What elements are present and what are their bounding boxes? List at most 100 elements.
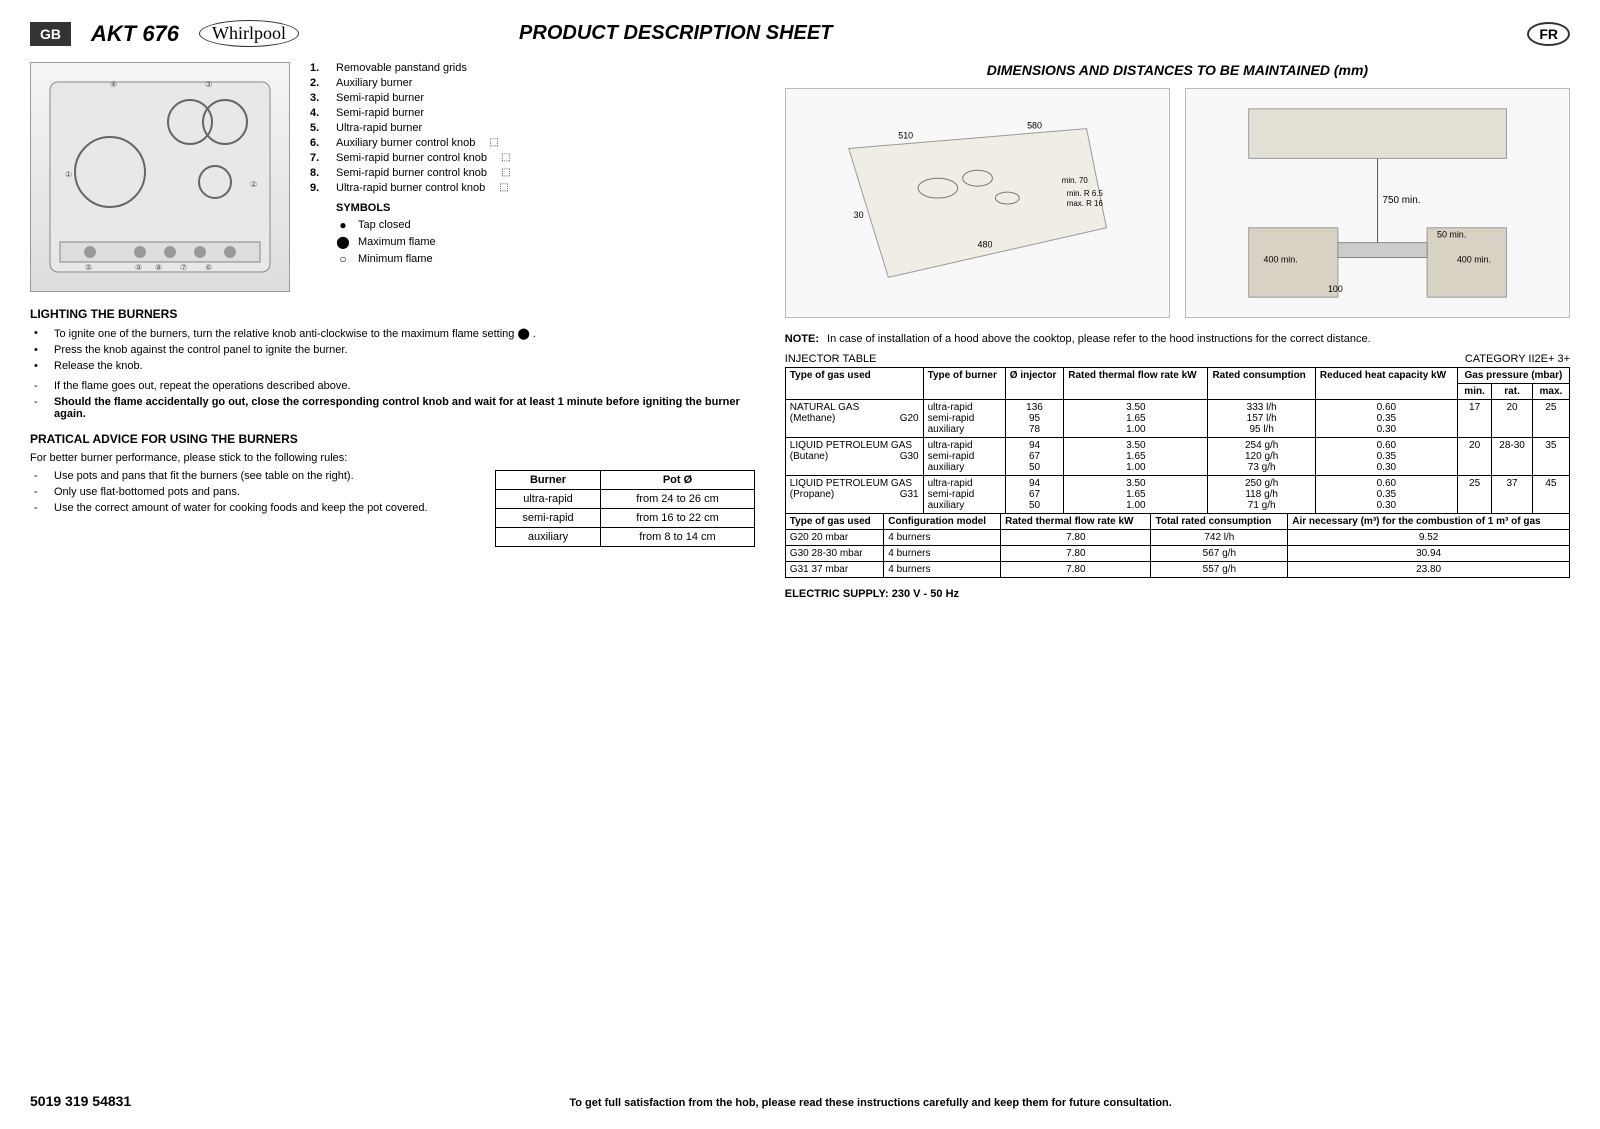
inj-h-rat: rat.	[1492, 384, 1532, 400]
injector-row: LIQUID PETROLEUM GAS(Butane)G30ultra-rap…	[785, 438, 1569, 476]
advice-intro: For better burner performance, please st…	[30, 452, 755, 464]
parts-item: 8.Semi-rapid burner control knob⬚	[310, 167, 755, 179]
pot-table-h1: Burner	[495, 471, 600, 490]
advice-heading: PRATICAL ADVICE FOR USING THE BURNERS	[30, 432, 755, 446]
dimension-diagram-clearance: 750 min. 50 min. 400 min. 400 min. 100	[1185, 88, 1570, 318]
injector-row: LIQUID PETROLEUM GAS(Propane)G31ultra-ra…	[785, 476, 1569, 514]
svg-text:min. R 6.5: min. R 6.5	[1067, 189, 1104, 198]
parts-item: 6.Auxiliary burner control knob⬚	[310, 137, 755, 149]
inj-h-press: Gas pressure (mbar)	[1457, 368, 1569, 384]
part-number: 5019 319 54831	[30, 1093, 131, 1109]
lighting-note: -If the flame goes out, repeat the opera…	[34, 380, 755, 392]
lighting-note: -Should the flame accidentally go out, c…	[34, 396, 755, 420]
svg-text:min. 70: min. 70	[1062, 176, 1089, 185]
symbol-item: ●Tap closed	[336, 218, 755, 232]
symbols-heading: SYMBOLS	[336, 202, 755, 214]
cfg-header: Configuration model	[884, 514, 1001, 530]
parts-item: 7.Semi-rapid burner control knob⬚	[310, 152, 755, 164]
parts-item: 2.Auxiliary burner	[310, 77, 755, 89]
category-label: CATEGORY II2E+ 3+	[1465, 353, 1570, 365]
hood-note: NOTE: In case of installation of a hood …	[785, 333, 1570, 345]
parts-item: 1.Removable panstand grids	[310, 62, 755, 74]
symbol-item: ○Minimum flame	[336, 252, 755, 266]
svg-text:⑧: ⑧	[155, 263, 162, 272]
parts-item: 5.Ultra-rapid burner	[310, 122, 755, 134]
svg-text:480: 480	[977, 240, 992, 250]
knob-icon: ⬚	[499, 182, 513, 194]
lighting-heading: LIGHTING THE BURNERS	[30, 307, 755, 321]
cfg-header: Rated thermal flow rate kW	[1001, 514, 1151, 530]
advice-item: -Only use flat-bottomed pots and pans.	[34, 486, 475, 498]
knob-icon: ⬚	[501, 152, 515, 164]
dimension-diagram-cutout: 510 580 min. 70 min. R 6.5 max. R 16 480…	[785, 88, 1170, 318]
footer: 5019 319 54831 To get full satisfaction …	[30, 1093, 1570, 1109]
footer-message: To get full satisfaction from the hob, p…	[171, 1097, 1570, 1109]
inj-h-injector: Ø injector	[1005, 368, 1063, 400]
dimensions-heading: DIMENSIONS AND DISTANCES TO BE MAINTAINE…	[785, 62, 1570, 78]
injector-table: Type of gas used Type of burner Ø inject…	[785, 367, 1570, 514]
brand-logo: Whirlpool	[199, 20, 299, 47]
config-table: Type of gas usedConfiguration modelRated…	[785, 513, 1570, 578]
cfg-row: G20 20 mbar4 burners7.80742 l/h9.52	[785, 530, 1569, 546]
pot-table-row: semi-rapidfrom 16 to 22 cm	[495, 509, 754, 528]
svg-text:④: ④	[110, 80, 117, 89]
svg-text:⑦: ⑦	[180, 263, 187, 272]
svg-text:⑤: ⑤	[85, 263, 92, 272]
page-title: PRODUCT DESCRIPTION SHEET	[519, 22, 832, 45]
pot-table-h2: Pot Ø	[601, 471, 755, 490]
inj-h-min: min.	[1457, 384, 1492, 400]
gb-badge: GB	[30, 22, 71, 46]
lighting-bullet: •Release the knob.	[34, 360, 755, 372]
knob-icon: ⬚	[501, 167, 515, 179]
header: GB AKT 676 Whirlpool PRODUCT DESCRIPTION…	[30, 20, 1570, 47]
note-text: In case of installation of a hood above …	[827, 333, 1371, 345]
svg-text:⑥: ⑥	[205, 263, 212, 272]
cfg-row: G30 28-30 mbar4 burners7.80567 g/h30.94	[785, 546, 1569, 562]
inj-h-gas: Type of gas used	[785, 368, 923, 400]
inj-h-red: Reduced heat capacity kW	[1315, 368, 1457, 400]
svg-text:max. R 16: max. R 16	[1067, 199, 1104, 208]
parts-item: 3.Semi-rapid burner	[310, 92, 755, 104]
cfg-header: Air necessary (m³) for the combustion of…	[1288, 514, 1570, 530]
svg-text:510: 510	[898, 131, 913, 141]
svg-text:②: ②	[250, 180, 257, 189]
parts-list: 1.Removable panstand grids 2.Auxiliary bu…	[310, 62, 755, 292]
inj-h-flow: Rated thermal flow rate kW	[1064, 368, 1208, 400]
svg-text:400 min.: 400 min.	[1457, 254, 1491, 264]
inj-h-burner: Type of burner	[923, 368, 1005, 400]
cfg-row: G31 37 mbar4 burners7.80557 g/h23.80	[785, 562, 1569, 578]
svg-text:①: ①	[65, 170, 72, 179]
svg-text:30: 30	[853, 210, 863, 220]
product-illustration: ④ ③ ① ② ⑤ ⑨ ⑧ ⑦ ⑥	[30, 62, 290, 292]
symbol-item: ⬤Maximum flame	[336, 235, 755, 249]
symbol-icon: ●	[336, 218, 350, 232]
parts-item: 4.Semi-rapid burner	[310, 107, 755, 119]
lighting-bullet: •To ignite one of the burners, turn the …	[34, 327, 755, 340]
symbol-icon: ○	[336, 252, 350, 266]
inj-h-max: max.	[1532, 384, 1569, 400]
inj-h-cons: Rated consumption	[1208, 368, 1315, 400]
cfg-header: Type of gas used	[785, 514, 883, 530]
injector-row: NATURAL GAS(Methane)G20ultra-rapidsemi-r…	[785, 400, 1569, 438]
injector-table-label: INJECTOR TABLE	[785, 353, 877, 365]
lighting-bullet: •Press the knob against the control pane…	[34, 344, 755, 356]
knob-icon: ⬚	[489, 137, 503, 149]
svg-text:⑨: ⑨	[135, 263, 142, 272]
fr-badge: FR	[1527, 22, 1570, 46]
svg-text:400 min.: 400 min.	[1263, 254, 1297, 264]
svg-text:③: ③	[205, 80, 212, 89]
svg-text:580: 580	[1027, 121, 1042, 131]
cfg-header: Total rated consumption	[1151, 514, 1288, 530]
pot-table: Burner Pot Ø ultra-rapidfrom 24 to 26 cm…	[495, 470, 755, 547]
advice-item: -Use the correct amount of water for coo…	[34, 502, 475, 514]
svg-text:750 min.: 750 min.	[1382, 195, 1420, 206]
pot-table-row: auxiliaryfrom 8 to 14 cm	[495, 528, 754, 547]
pot-table-row: ultra-rapidfrom 24 to 26 cm	[495, 490, 754, 509]
svg-text:100: 100	[1328, 284, 1343, 294]
parts-item: 9.Ultra-rapid burner control knob⬚	[310, 182, 755, 194]
advice-item: -Use pots and pans that fit the burners …	[34, 470, 475, 482]
svg-text:50 min.: 50 min.	[1437, 230, 1466, 240]
model-number: AKT 676	[91, 21, 179, 47]
symbol-icon: ⬤	[336, 235, 350, 249]
electric-supply: ELECTRIC SUPPLY: 230 V - 50 Hz	[785, 588, 1570, 600]
